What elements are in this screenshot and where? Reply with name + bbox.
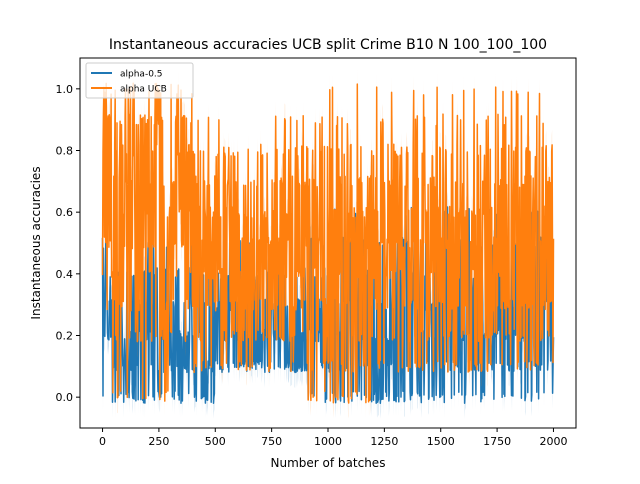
- x-tick-label: 2000: [539, 435, 567, 448]
- legend-box: [85, 62, 194, 99]
- x-tick-label: 1750: [483, 435, 511, 448]
- x-tick-label: 1000: [314, 435, 342, 448]
- x-axis-ticks: 0 250 500 750 1000 1250 1500 1750 2000: [99, 428, 567, 448]
- y-tick-label: 0.4: [56, 268, 74, 281]
- legend: alpha-0.5 alpha UCB: [85, 62, 194, 99]
- legend-label-alpha-ucb: alpha UCB: [120, 85, 167, 95]
- x-tick-label: 500: [205, 435, 226, 448]
- x-axis-label: Number of batches: [271, 456, 386, 470]
- legend-label-alpha-0.5: alpha-0.5: [120, 70, 163, 80]
- x-tick-label: 0: [99, 435, 106, 448]
- y-tick-label: 0.0: [56, 391, 74, 404]
- plot-area: [79, 57, 577, 429]
- series-layer: [101, 67, 555, 419]
- y-axis-ticks: 0.0 0.2 0.4 0.6 0.8 1.0: [56, 83, 80, 404]
- series-line-1: [101, 82, 555, 404]
- y-tick-label: 1.0: [56, 83, 74, 96]
- y-tick-label: 0.2: [56, 330, 74, 343]
- y-tick-label: 0.6: [56, 206, 74, 219]
- y-axis-label: Instantaneous accuracies: [29, 166, 43, 319]
- x-tick-label: 250: [148, 435, 169, 448]
- chart-title: Instantaneous accuracies UCB split Crime…: [109, 37, 547, 53]
- x-tick-label: 750: [261, 435, 282, 448]
- x-tick-label: 1250: [370, 435, 398, 448]
- x-tick-label: 1500: [427, 435, 455, 448]
- y-tick-label: 0.8: [56, 145, 74, 158]
